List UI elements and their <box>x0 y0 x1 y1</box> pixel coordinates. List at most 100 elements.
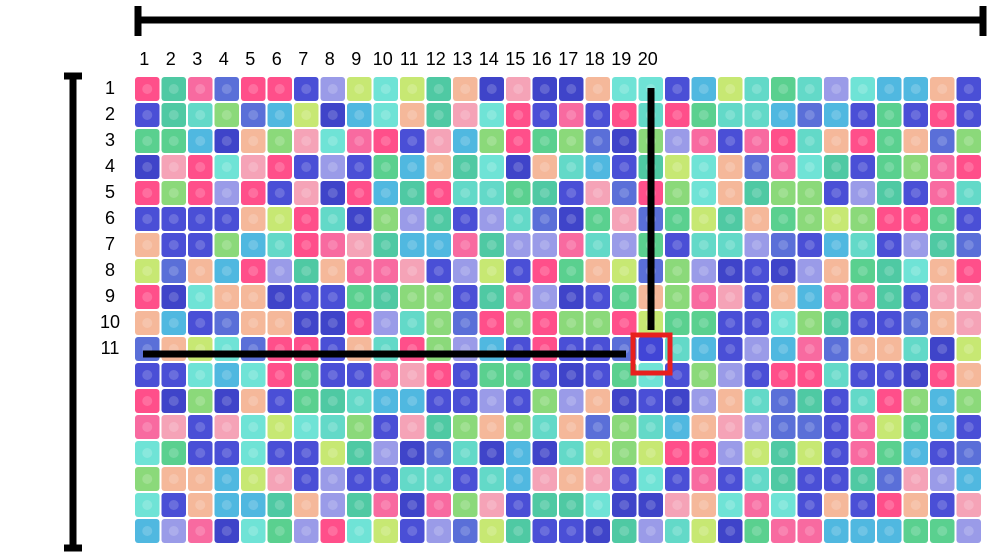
tile <box>347 285 372 309</box>
tile <box>956 337 981 361</box>
tile-icon <box>831 500 842 510</box>
tile-icon <box>380 422 391 432</box>
tile-icon <box>592 292 603 302</box>
tile <box>877 103 902 127</box>
tile-icon <box>513 214 524 224</box>
tile <box>426 415 451 439</box>
tile <box>241 233 266 257</box>
tile <box>903 415 928 439</box>
tile-icon <box>460 396 471 406</box>
tile <box>744 493 769 517</box>
tile-icon <box>407 448 418 458</box>
tile-icon <box>592 162 603 172</box>
tile-icon <box>433 422 444 432</box>
tile-icon <box>407 266 418 276</box>
tile-icon <box>645 526 656 536</box>
tile <box>426 129 451 153</box>
tile <box>559 77 584 101</box>
tile-icon <box>380 162 391 172</box>
tile <box>903 363 928 387</box>
tile-icon <box>566 136 577 146</box>
tile <box>691 233 716 257</box>
tile <box>930 519 955 543</box>
tile <box>585 285 610 309</box>
tile <box>877 77 902 101</box>
tile <box>135 103 160 127</box>
tile <box>718 467 743 491</box>
tile <box>453 519 478 543</box>
tile-icon <box>248 526 259 536</box>
tile <box>744 181 769 205</box>
tile-icon <box>486 500 497 510</box>
tile-icon <box>168 500 179 510</box>
tile-icon <box>831 188 842 198</box>
tile <box>320 155 345 179</box>
tile <box>797 129 822 153</box>
tile-icon <box>354 396 365 406</box>
tile <box>877 441 902 465</box>
tile-icon <box>539 188 550 198</box>
tile-icon <box>751 162 762 172</box>
tile <box>479 311 504 335</box>
tile-icon <box>672 240 683 250</box>
tile-icon <box>778 526 789 536</box>
tile <box>532 493 557 517</box>
tile-icon <box>407 162 418 172</box>
tile-icon <box>433 162 444 172</box>
tile <box>585 519 610 543</box>
tile <box>161 311 186 335</box>
row-label: 11 <box>101 338 120 358</box>
tile-icon <box>619 136 630 146</box>
tile <box>877 493 902 517</box>
tile-icon <box>433 214 444 224</box>
tile <box>956 389 981 413</box>
tile <box>930 467 955 491</box>
column-label: 5 <box>245 49 255 69</box>
tile <box>267 311 292 335</box>
tile-icon <box>327 474 338 484</box>
tile <box>665 155 690 179</box>
tile-icon <box>910 162 921 172</box>
tile-icon <box>142 214 153 224</box>
tile-icon <box>460 526 471 536</box>
tile <box>559 181 584 205</box>
tile <box>161 389 186 413</box>
tile-icon <box>354 448 365 458</box>
tile <box>267 77 292 101</box>
tile-icon <box>751 318 762 328</box>
tile <box>903 389 928 413</box>
tile-icon <box>513 84 524 94</box>
tile-icon <box>327 292 338 302</box>
tile-icon <box>672 448 683 458</box>
tile-icon <box>221 474 232 484</box>
tile <box>161 519 186 543</box>
tile-icon <box>963 500 974 510</box>
tile <box>400 493 425 517</box>
tile <box>294 207 319 231</box>
tile <box>559 129 584 153</box>
tile-icon <box>460 500 471 510</box>
tile <box>214 285 239 309</box>
tile-icon <box>407 136 418 146</box>
tile <box>956 103 981 127</box>
tile <box>559 467 584 491</box>
tile <box>373 311 398 335</box>
tile-icon <box>380 188 391 198</box>
tile-icon <box>566 292 577 302</box>
tile-icon <box>380 214 391 224</box>
tile <box>400 103 425 127</box>
tile <box>771 519 796 543</box>
tile <box>426 77 451 101</box>
tile <box>506 415 531 439</box>
tile-icon <box>195 110 206 120</box>
tile <box>241 181 266 205</box>
tile <box>188 207 213 231</box>
tile-icon <box>963 318 974 328</box>
tile-icon <box>698 396 709 406</box>
tile-icon <box>301 188 312 198</box>
tile <box>135 389 160 413</box>
tile-icon <box>645 422 656 432</box>
tile-icon <box>301 214 312 224</box>
tile <box>453 259 478 283</box>
tile <box>347 77 372 101</box>
